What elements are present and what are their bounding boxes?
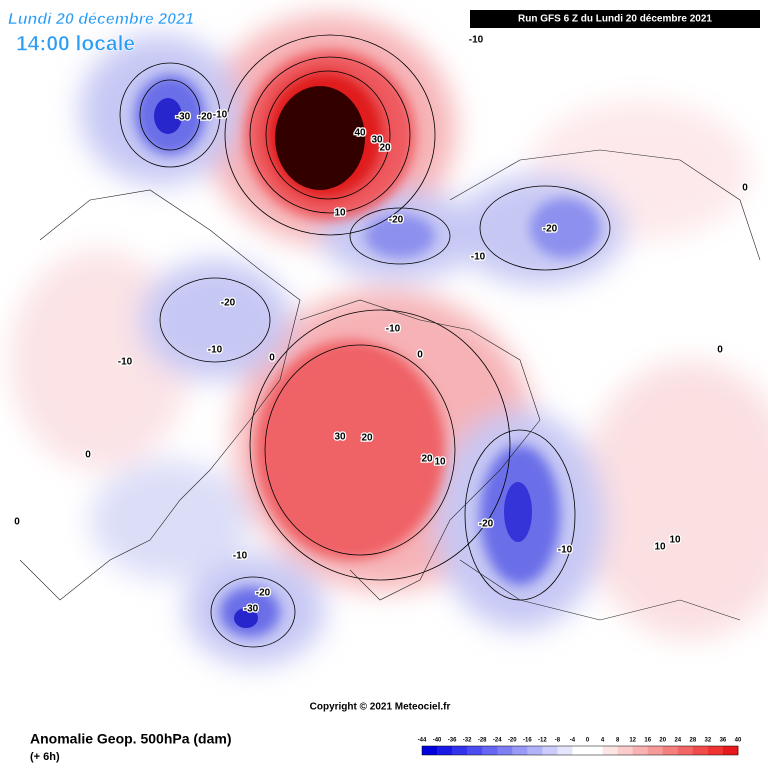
- contour-label: -10: [471, 252, 486, 263]
- anomaly-field: [10, 15, 768, 665]
- colorbar-tick-label: -8: [555, 738, 561, 744]
- colorbar-swatch: [557, 746, 573, 755]
- contour-label: 20: [361, 433, 373, 444]
- contour-label: -10: [208, 345, 223, 356]
- contour-label: 0: [85, 450, 91, 461]
- colorbar-swatch: [542, 746, 558, 755]
- contour-label: -30: [176, 112, 191, 123]
- contour-label: 10: [669, 535, 681, 546]
- contour-label: -20: [256, 588, 271, 599]
- run-box: [470, 10, 760, 28]
- colorbar-tick-label: 20: [659, 738, 666, 744]
- contour-label: 30: [334, 432, 346, 443]
- colorbar-swatch: [467, 746, 483, 755]
- colorbar-tick-label: 16: [644, 738, 651, 744]
- colorbar-swatch: [692, 746, 709, 755]
- time: 14:00 locale: [16, 33, 135, 56]
- colorbar-swatch: [512, 746, 528, 755]
- colorbar-tick-label: 32: [705, 738, 712, 744]
- colorbar-tick-label: 8: [616, 738, 620, 744]
- colorbar-tick-label: -40: [433, 738, 442, 744]
- colorbar-swatch: [722, 746, 739, 755]
- colorbar-tick-label: 40: [735, 738, 742, 744]
- contour-label: -30: [244, 604, 259, 615]
- contour-label: 0: [269, 353, 275, 364]
- colorbar-swatch: [497, 746, 513, 755]
- colorbar-tick-label: -44: [418, 738, 427, 744]
- contours: [119, 34, 611, 648]
- contour-label: -10: [233, 551, 248, 562]
- colorbar-swatch: [422, 746, 438, 755]
- contour-label: -20: [479, 519, 494, 530]
- colorbar-tick-label: 12: [629, 738, 636, 744]
- contour-label: -10: [386, 324, 401, 335]
- colorbar-tick-label: -36: [448, 738, 457, 744]
- colorbar-tick-label: -12: [538, 738, 547, 744]
- colorbar-swatch: [662, 746, 679, 755]
- contour-label: -10: [469, 35, 484, 46]
- contour-label: 30: [371, 135, 383, 146]
- contour-label: -10: [558, 545, 573, 556]
- colorbar-tick-label: -4: [570, 738, 576, 744]
- colorbar: -44 -40 -36 -32 -28 -24 -20 -16 -12 -8 -4 0 4 8 12 16 20…: [418, 738, 742, 756]
- contour-label: 0: [742, 183, 748, 194]
- contour-label: 0: [417, 350, 423, 361]
- colorbar-swatch: [482, 746, 498, 755]
- colorbar-swatch: [677, 746, 694, 755]
- date: Lundi 20 décembre 2021: [8, 11, 194, 28]
- contour-label: 10: [654, 542, 666, 553]
- contour-label: -10: [213, 110, 228, 121]
- contour-label: -20: [221, 298, 236, 309]
- colorbar-swatch: [617, 746, 633, 755]
- forecast-step: (+ 6h): [30, 751, 60, 763]
- colorbar-swatch: [572, 746, 588, 755]
- colorbar-swatch: [647, 746, 664, 755]
- contour-label: -20: [198, 112, 213, 123]
- colorbar-swatch: [587, 746, 603, 755]
- colorbar-swatch: [602, 746, 618, 755]
- colorbar-tick-label: -24: [493, 738, 502, 744]
- colorbar-tick-label: 36: [720, 738, 727, 744]
- colorbar-tick-label: 24: [674, 738, 681, 744]
- colorbar-swatch: [452, 746, 468, 755]
- coastlines: [19, 149, 761, 621]
- colorbar-swatch: [632, 746, 649, 755]
- copyright: Copyright © 2021 Meteociel.fr: [310, 702, 451, 713]
- run-info: Run GFS 6 Z du Lundi 20 décembre 2021: [518, 14, 712, 25]
- colorbar-swatch: [527, 746, 543, 755]
- colorbar-tick-label: -16: [523, 738, 532, 744]
- contour-label: 40: [354, 128, 366, 139]
- colorbar-swatch: [707, 746, 724, 755]
- contour-label: 20: [421, 454, 433, 465]
- contour-label: -20: [543, 224, 558, 235]
- contour-label: 0: [717, 345, 723, 356]
- field-title: Anomalie Geop. 500hPa (dam): [30, 731, 232, 747]
- colorbar-tick-label: 0: [586, 738, 590, 744]
- contour-label: 10: [334, 208, 346, 219]
- colorbar-tick-label: 28: [690, 738, 697, 744]
- colorbar-tick-label: 4: [601, 738, 605, 744]
- contour-label: 0: [14, 517, 20, 528]
- colorbar-tick-label: -28: [478, 738, 487, 744]
- colorbar-tick-label: -20: [508, 738, 517, 744]
- contour-label: -10: [118, 357, 133, 368]
- contour-label: 20: [379, 143, 391, 154]
- colorbar-swatch: [437, 746, 453, 755]
- colorbar-frame: [421, 745, 739, 756]
- colorbar-tick-label: -32: [463, 738, 472, 744]
- contour-label: 10: [434, 457, 446, 468]
- contour-label: -20: [389, 215, 404, 226]
